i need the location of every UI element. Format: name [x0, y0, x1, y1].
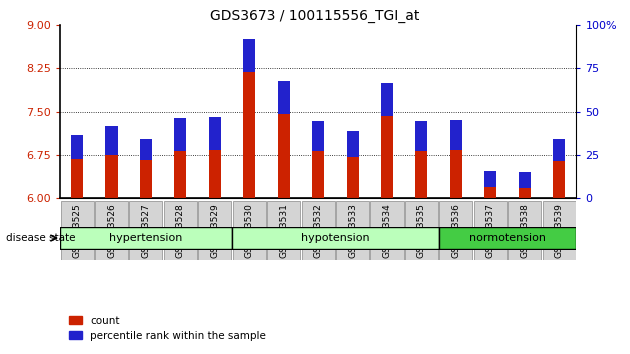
FancyBboxPatch shape	[508, 201, 541, 259]
Text: GSM493528: GSM493528	[176, 203, 185, 258]
Bar	[450, 120, 462, 150]
Bar	[71, 159, 83, 198]
Bar	[484, 171, 496, 187]
Bar	[346, 156, 358, 198]
Text: disease state: disease state	[6, 233, 76, 243]
FancyBboxPatch shape	[95, 201, 128, 259]
Bar	[450, 150, 462, 198]
Bar	[484, 187, 496, 198]
FancyBboxPatch shape	[60, 201, 94, 259]
Bar	[518, 172, 531, 188]
Text: normotension: normotension	[469, 233, 546, 243]
Bar	[278, 81, 290, 114]
Bar	[278, 114, 290, 198]
Bar	[312, 121, 324, 151]
Bar	[381, 116, 393, 198]
FancyBboxPatch shape	[405, 201, 438, 259]
FancyBboxPatch shape	[232, 227, 438, 249]
Bar	[415, 151, 428, 198]
Text: GSM493529: GSM493529	[210, 203, 219, 258]
Text: GSM493526: GSM493526	[107, 203, 116, 258]
FancyBboxPatch shape	[198, 201, 231, 259]
Bar	[518, 188, 531, 198]
Bar	[553, 161, 565, 198]
Text: GSM493536: GSM493536	[452, 203, 461, 258]
Bar	[105, 155, 118, 198]
FancyBboxPatch shape	[474, 201, 507, 259]
Bar	[312, 151, 324, 198]
Bar	[175, 151, 186, 198]
Text: GSM493537: GSM493537	[486, 203, 495, 258]
Legend: count, percentile rank within the sample: count, percentile rank within the sample	[65, 312, 270, 345]
Text: GSM493534: GSM493534	[382, 203, 391, 258]
Text: GSM493539: GSM493539	[555, 203, 564, 258]
Bar	[71, 135, 83, 159]
FancyBboxPatch shape	[232, 201, 266, 259]
FancyBboxPatch shape	[60, 227, 232, 249]
FancyBboxPatch shape	[336, 201, 369, 259]
Text: GSM493535: GSM493535	[417, 203, 426, 258]
Bar	[140, 160, 152, 198]
Bar	[243, 39, 255, 72]
Bar	[243, 72, 255, 198]
Text: GSM493538: GSM493538	[520, 203, 529, 258]
Bar	[140, 139, 152, 160]
Text: hypertension: hypertension	[109, 233, 183, 243]
Bar	[553, 139, 565, 161]
Text: GSM493531: GSM493531	[279, 203, 288, 258]
Bar	[381, 83, 393, 116]
FancyBboxPatch shape	[370, 201, 404, 259]
Text: GSM493533: GSM493533	[348, 203, 357, 258]
Bar	[209, 117, 221, 150]
FancyBboxPatch shape	[438, 227, 576, 249]
FancyBboxPatch shape	[129, 201, 163, 259]
Text: hypotension: hypotension	[301, 233, 370, 243]
FancyBboxPatch shape	[542, 201, 576, 259]
Bar	[209, 150, 221, 198]
Bar	[105, 126, 118, 155]
FancyBboxPatch shape	[267, 201, 301, 259]
Text: GSM493527: GSM493527	[142, 203, 151, 258]
Text: GSM493532: GSM493532	[314, 203, 323, 258]
FancyBboxPatch shape	[164, 201, 197, 259]
Bar	[175, 118, 186, 151]
Text: GSM493525: GSM493525	[72, 203, 81, 258]
Bar	[346, 131, 358, 156]
FancyBboxPatch shape	[302, 201, 335, 259]
Text: GDS3673 / 100115556_TGI_at: GDS3673 / 100115556_TGI_at	[210, 9, 420, 23]
Bar	[415, 121, 428, 151]
Text: GSM493530: GSM493530	[245, 203, 254, 258]
FancyBboxPatch shape	[439, 201, 472, 259]
